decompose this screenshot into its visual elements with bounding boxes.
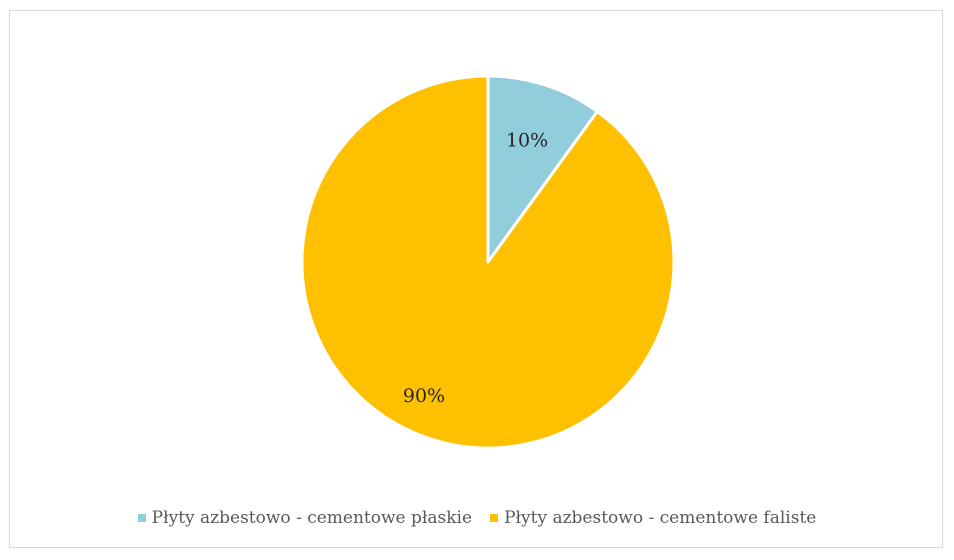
legend-swatch-faliste	[490, 514, 498, 522]
legend: Płyty azbestowo - cementowe płaskie Płyt…	[0, 508, 954, 528]
data-label-faliste: 90%	[403, 385, 445, 407]
data-label-plaskie: 10%	[506, 130, 548, 152]
legend-item-faliste: Płyty azbestowo - cementowe faliste	[490, 508, 816, 528]
pie-chart: 10% 90%	[0, 0, 954, 510]
pie-slice-faliste	[302, 76, 674, 448]
legend-item-plaskie: Płyty azbestowo - cementowe płaskie	[138, 508, 472, 528]
legend-label-plaskie: Płyty azbestowo - cementowe płaskie	[152, 508, 472, 528]
legend-swatch-plaskie	[138, 514, 146, 522]
legend-label-faliste: Płyty azbestowo - cementowe faliste	[504, 508, 816, 528]
